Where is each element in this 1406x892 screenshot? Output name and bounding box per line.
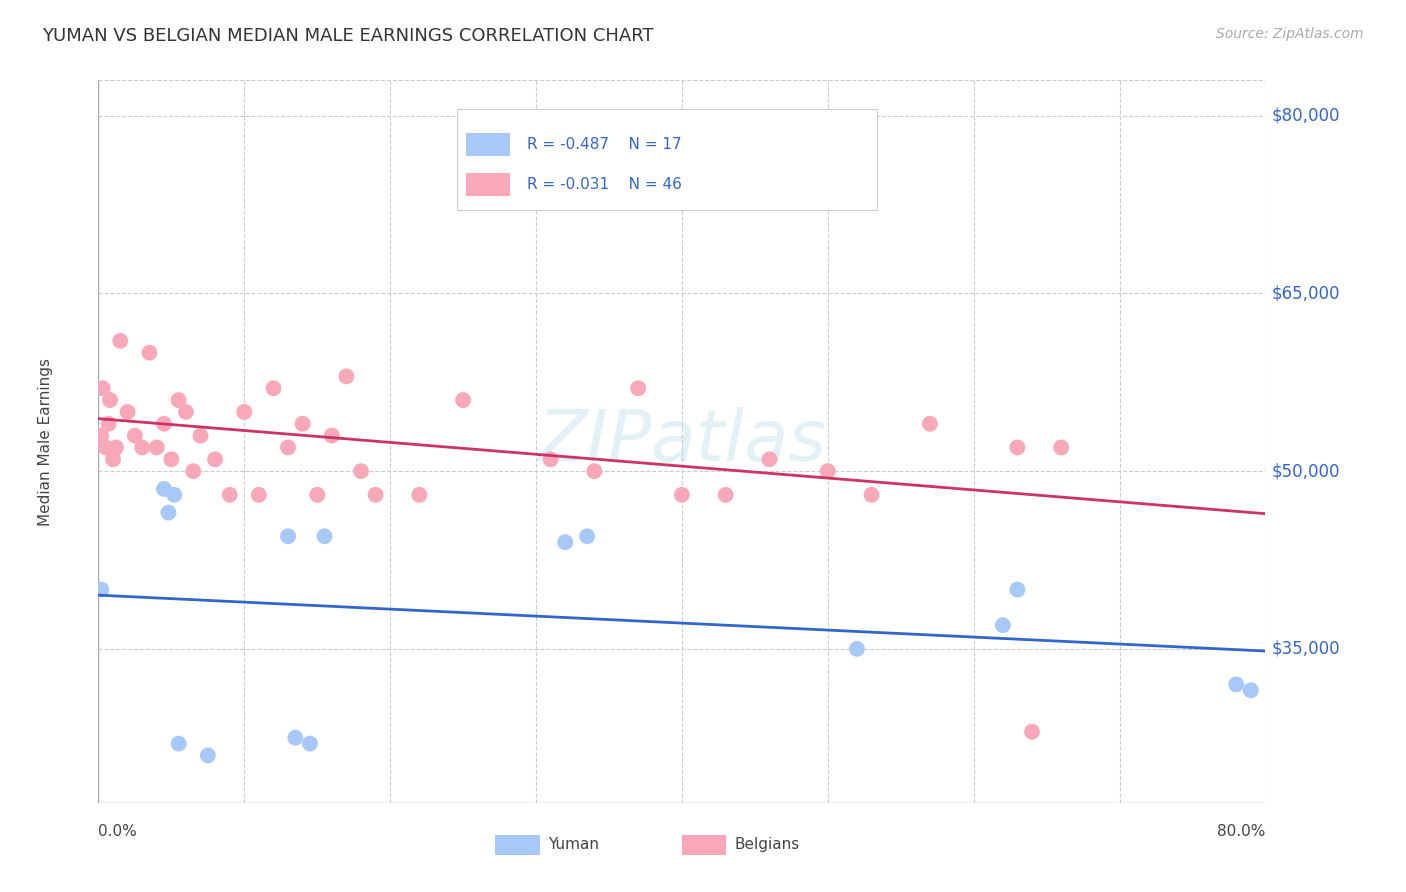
- Point: [131, 441, 153, 455]
- Point: [247, 488, 270, 502]
- Point: [163, 488, 186, 502]
- Bar: [495, 835, 540, 855]
- Text: ZIPatlas: ZIPatlas: [537, 407, 827, 476]
- Point: [90, 582, 112, 597]
- Point: [314, 529, 336, 543]
- Point: [94, 441, 117, 455]
- Point: [627, 381, 650, 395]
- Point: [714, 488, 737, 502]
- Text: 80.0%: 80.0%: [1218, 824, 1265, 839]
- Bar: [465, 173, 510, 196]
- Text: Source: ZipAtlas.com: Source: ZipAtlas.com: [1216, 27, 1364, 41]
- Point: [451, 393, 474, 408]
- Point: [554, 535, 576, 549]
- Point: [138, 345, 160, 359]
- Point: [1225, 677, 1247, 691]
- Point: [860, 488, 883, 502]
- Point: [496, 180, 519, 194]
- Point: [284, 731, 307, 745]
- Point: [218, 488, 240, 502]
- Point: [90, 428, 112, 442]
- Point: [1007, 441, 1029, 455]
- Text: Yuman: Yuman: [548, 838, 599, 852]
- Point: [153, 482, 176, 496]
- Point: [758, 452, 780, 467]
- Point: [124, 428, 146, 442]
- Point: [298, 737, 321, 751]
- Point: [350, 464, 373, 478]
- Point: [277, 441, 299, 455]
- Point: [91, 381, 114, 395]
- Point: [153, 417, 176, 431]
- Text: $65,000: $65,000: [1271, 285, 1340, 302]
- Point: [918, 417, 941, 431]
- Point: [307, 488, 329, 502]
- Point: [576, 529, 599, 543]
- Point: [291, 417, 314, 431]
- Point: [97, 417, 120, 431]
- Point: [583, 464, 606, 478]
- Point: [408, 488, 430, 502]
- Point: [167, 393, 190, 408]
- Point: [817, 464, 839, 478]
- Point: [98, 393, 121, 408]
- Text: $50,000: $50,000: [1271, 462, 1340, 480]
- Text: Belgians: Belgians: [734, 838, 800, 852]
- Point: [146, 441, 169, 455]
- Point: [204, 452, 226, 467]
- Bar: [682, 835, 727, 855]
- Point: [117, 405, 139, 419]
- Point: [364, 488, 387, 502]
- Point: [1050, 441, 1073, 455]
- Text: R = -0.487    N = 17: R = -0.487 N = 17: [527, 137, 682, 152]
- Text: $80,000: $80,000: [1271, 107, 1340, 125]
- Text: YUMAN VS BELGIAN MEDIAN MALE EARNINGS CORRELATION CHART: YUMAN VS BELGIAN MEDIAN MALE EARNINGS CO…: [42, 27, 654, 45]
- Point: [174, 405, 197, 419]
- Point: [540, 452, 562, 467]
- Point: [277, 529, 299, 543]
- Point: [110, 334, 132, 348]
- Point: [321, 428, 343, 442]
- Point: [1021, 724, 1043, 739]
- Text: Median Male Earnings: Median Male Earnings: [38, 358, 53, 525]
- Point: [671, 488, 693, 502]
- Text: 0.0%: 0.0%: [98, 824, 138, 839]
- Point: [167, 737, 190, 751]
- Point: [160, 452, 183, 467]
- Point: [1240, 683, 1263, 698]
- Bar: [457, 109, 877, 211]
- Point: [190, 428, 212, 442]
- Bar: [465, 133, 510, 156]
- Text: $35,000: $35,000: [1271, 640, 1340, 657]
- Point: [262, 381, 284, 395]
- Point: [1007, 582, 1029, 597]
- Point: [991, 618, 1014, 632]
- Point: [104, 441, 127, 455]
- Point: [233, 405, 256, 419]
- Point: [846, 641, 869, 656]
- Point: [101, 452, 124, 467]
- Point: [335, 369, 357, 384]
- Point: [181, 464, 204, 478]
- Point: [197, 748, 219, 763]
- Point: [157, 506, 180, 520]
- Text: R = -0.031    N = 46: R = -0.031 N = 46: [527, 177, 682, 192]
